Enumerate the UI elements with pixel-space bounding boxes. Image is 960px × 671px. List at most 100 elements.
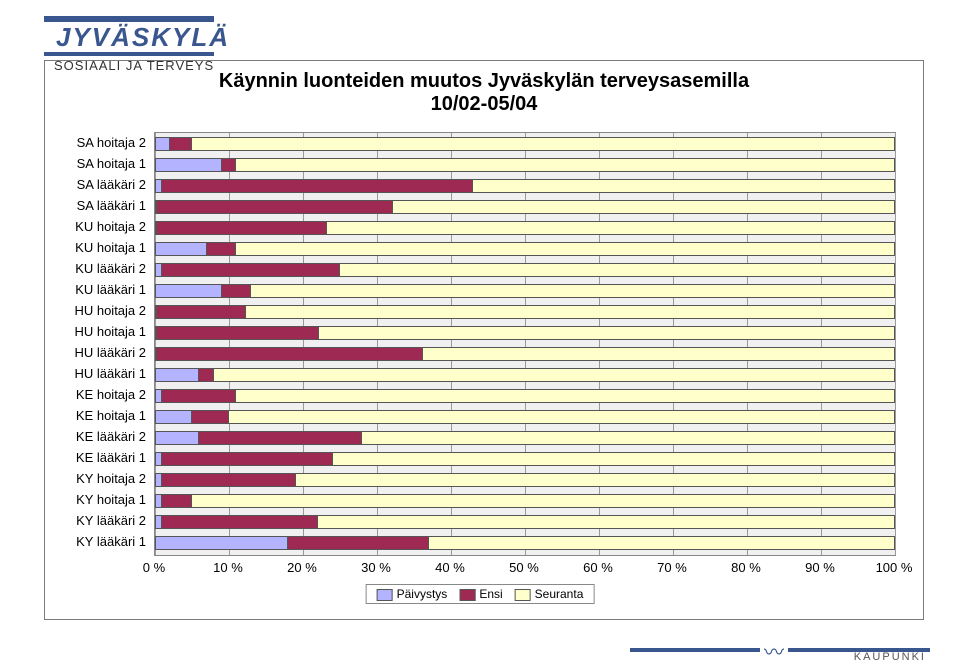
bar-row — [155, 410, 895, 424]
bar-segment — [288, 536, 429, 550]
grid-line — [747, 133, 748, 555]
plot-area — [154, 132, 896, 556]
x-axis-label: 30 % — [351, 560, 401, 575]
bar-segment — [155, 284, 222, 298]
bar-segment — [157, 221, 327, 235]
bar-segment — [246, 305, 895, 319]
y-axis-label: KE hoitaja 1 — [50, 408, 146, 423]
bar-segment — [296, 473, 895, 487]
y-axis-label: KE hoitaja 2 — [50, 387, 146, 402]
y-axis-label: HU lääkäri 2 — [50, 345, 146, 360]
bar-segment — [155, 431, 199, 445]
footer-wave-icon: 〰 — [760, 648, 788, 658]
y-axis-label: SA lääkäri 2 — [50, 177, 146, 192]
bar-segment — [155, 242, 207, 256]
bar-segment — [162, 389, 236, 403]
bar-segment — [155, 389, 162, 403]
bar-row — [155, 137, 895, 151]
logo-text: JYVÄSKYLÄ — [56, 22, 230, 53]
bar-segment — [155, 368, 199, 382]
y-axis-label: HU hoitaja 1 — [50, 324, 146, 339]
bar-segment — [236, 389, 895, 403]
bar-segment — [157, 347, 423, 361]
grid-line — [377, 133, 378, 555]
bar-segment — [162, 179, 473, 193]
legend-label: Päivystys — [397, 587, 448, 601]
bar-segment — [192, 494, 895, 508]
bar-row — [155, 515, 895, 529]
bar-segment — [327, 221, 895, 235]
bar-row — [155, 347, 895, 361]
bar-segment — [155, 494, 162, 508]
header-bottom-bar — [44, 52, 214, 56]
bar-segment — [157, 305, 246, 319]
bar-row — [155, 200, 895, 214]
bar-segment — [155, 473, 162, 487]
bar-segment — [192, 410, 229, 424]
bar-segment — [236, 158, 895, 172]
legend-swatch — [459, 589, 475, 601]
y-axis-label: KY hoitaja 1 — [50, 492, 146, 507]
y-axis-label: KY lääkäri 1 — [50, 534, 146, 549]
y-axis-label: KE lääkäri 2 — [50, 429, 146, 444]
bar-segment — [162, 452, 332, 466]
x-axis-label: 80 % — [721, 560, 771, 575]
grid-line — [451, 133, 452, 555]
x-axis-label: 90 % — [795, 560, 845, 575]
grid-line — [599, 133, 600, 555]
bar-segment — [473, 179, 895, 193]
bar-segment — [251, 284, 895, 298]
bar-row — [155, 536, 895, 550]
bar-segment — [423, 347, 895, 361]
bar-row — [155, 221, 895, 235]
bar-row — [155, 473, 895, 487]
y-axis-label: KY hoitaja 2 — [50, 471, 146, 486]
bar-segment — [222, 158, 237, 172]
x-axis-label: 40 % — [425, 560, 475, 575]
legend: Päivystys Ensi Seuranta — [366, 584, 595, 604]
legend-swatch — [377, 589, 393, 601]
legend-item: Päivystys — [377, 587, 448, 601]
x-axis-label: 70 % — [647, 560, 697, 575]
bar-segment — [222, 284, 252, 298]
bar-segment — [155, 158, 222, 172]
bar-row — [155, 326, 895, 340]
bar-segment — [236, 242, 895, 256]
grid-line — [525, 133, 526, 555]
bar-segment — [214, 368, 895, 382]
y-axis-label: SA hoitaja 1 — [50, 156, 146, 171]
bar-row — [155, 158, 895, 172]
bar-segment — [155, 536, 288, 550]
legend-swatch — [515, 589, 531, 601]
bar-row — [155, 452, 895, 466]
bar-row — [155, 305, 895, 319]
bar-segment — [207, 242, 237, 256]
bar-segment — [157, 200, 393, 214]
chart-title: Käynnin luonteiden muutos Jyväskylän ter… — [44, 70, 924, 116]
x-axis-label: 50 % — [499, 560, 549, 575]
legend-label: Ensi — [479, 587, 502, 601]
y-axis-label: KU lääkäri 1 — [50, 282, 146, 297]
bar-segment — [162, 515, 317, 529]
legend-label: Seuranta — [535, 587, 584, 601]
bar-row — [155, 179, 895, 193]
bar-segment — [157, 326, 319, 340]
chart-title-line1: Käynnin luonteiden muutos Jyväskylän ter… — [219, 70, 749, 92]
y-axis-label: KU hoitaja 1 — [50, 240, 146, 255]
bar-segment — [162, 263, 340, 277]
bar-segment — [155, 515, 162, 529]
x-axis-label: 60 % — [573, 560, 623, 575]
y-axis-label: KY lääkäri 2 — [50, 513, 146, 528]
legend-item: Seuranta — [515, 587, 584, 601]
x-axis-label: 0 % — [129, 560, 179, 575]
bar-segment — [199, 431, 362, 445]
bar-segment — [199, 368, 214, 382]
grid-line — [895, 133, 896, 555]
grid-line — [155, 133, 156, 555]
bar-segment — [162, 494, 192, 508]
y-axis-label: KE lääkäri 1 — [50, 450, 146, 465]
legend-item: Ensi — [459, 587, 502, 601]
bar-segment — [393, 200, 895, 214]
bar-segment — [155, 263, 162, 277]
bar-segment — [155, 452, 162, 466]
